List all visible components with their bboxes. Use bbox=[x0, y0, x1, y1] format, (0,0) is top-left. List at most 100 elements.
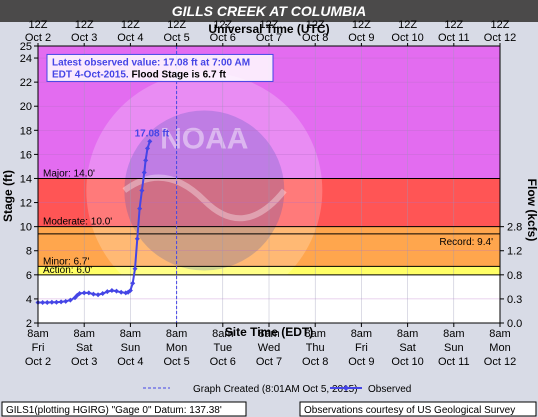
x-tick-weekday-6: Thu bbox=[306, 342, 325, 354]
series-point-0-17 bbox=[109, 287, 115, 293]
x-tick-date-3: Oct 5 bbox=[163, 356, 189, 368]
top-tick-date-5: Oct 7 bbox=[256, 32, 282, 44]
series-point-0-4 bbox=[53, 299, 59, 305]
x-tick-time-4: 8am bbox=[212, 328, 233, 340]
threshold-label-0: Action: 6.0' bbox=[43, 265, 92, 276]
footer-right-box bbox=[299, 401, 537, 417]
y-tick-label-8: 18 bbox=[20, 125, 32, 137]
top-tick-date-8: Oct 10 bbox=[391, 32, 423, 44]
noaa-watermark-text: NOAA bbox=[160, 123, 248, 156]
series-point-0-10 bbox=[77, 290, 83, 296]
info-box-line1: Latest observed value: 17.08 ft at 7:00 … bbox=[52, 57, 250, 68]
x-tick-time-3: 8am bbox=[166, 328, 187, 340]
series-point-0-3 bbox=[49, 299, 55, 305]
right-tick-label-2: 0.8 bbox=[507, 270, 522, 282]
noaa-watermark-outer bbox=[86, 72, 323, 309]
top-tick-date-0: Oct 2 bbox=[25, 32, 51, 44]
top-tick-date-4: Oct 6 bbox=[210, 32, 236, 44]
y-axis-label: Stage (ft) bbox=[1, 170, 15, 222]
x-tick-time-7: 8am bbox=[351, 328, 372, 340]
x-tick-date-10: Oct 12 bbox=[484, 356, 516, 368]
y-tick-label-2: 6 bbox=[26, 270, 32, 282]
x-tick-weekday-0: Fri bbox=[32, 342, 45, 354]
threshold-label-2: Moderate: 10.0' bbox=[43, 217, 112, 228]
x-tick-date-9: Oct 11 bbox=[438, 356, 470, 368]
series-point-0-7 bbox=[67, 297, 73, 303]
top-tick-zulu-4: 12Z bbox=[213, 19, 232, 31]
x-tick-date-8: Oct 10 bbox=[391, 356, 423, 368]
series-point-0-6 bbox=[63, 298, 69, 304]
top-tick-zulu-1: 12Z bbox=[75, 19, 94, 31]
top-tick-zulu-0: 12Z bbox=[29, 19, 48, 31]
series-point-0-16 bbox=[104, 289, 110, 295]
x-tick-time-9: 8am bbox=[443, 328, 464, 340]
series-point-0-11 bbox=[81, 290, 87, 296]
threshold-label-1: Minor: 6.7' bbox=[43, 256, 89, 267]
series-point-0-23 bbox=[130, 280, 136, 286]
x-tick-date-6: Oct 8 bbox=[302, 356, 328, 368]
y-tick-label-4: 10 bbox=[20, 222, 32, 234]
x-tick-weekday-10: Mon bbox=[489, 342, 510, 354]
observed-legend-label: Observed bbox=[368, 384, 411, 395]
y-tick-label-11: 24 bbox=[20, 53, 32, 65]
threshold-label-3: Major: 14.0' bbox=[43, 168, 95, 179]
noaa-watermark-inner bbox=[124, 110, 285, 271]
right-tick-label-3: 1.2 bbox=[507, 246, 522, 258]
top-tick-date-6: Oct 8 bbox=[302, 32, 328, 44]
info-box bbox=[46, 53, 274, 82]
info-box-line2: EDT 4-Oct-2015. Flood Stage is 6.7 ft bbox=[52, 69, 227, 80]
x-tick-weekday-3: Mon bbox=[166, 342, 187, 354]
top-tick-zulu-6: 12Z bbox=[306, 19, 325, 31]
series-point-0-24 bbox=[132, 266, 138, 272]
series-point-0-15 bbox=[100, 290, 106, 296]
series-point-0-1 bbox=[40, 300, 46, 306]
top-tick-date-1: Oct 3 bbox=[71, 32, 97, 44]
graph-created-legend-label: Graph Created (8:01AM Oct 5, 2015) bbox=[193, 384, 358, 395]
x-tick-time-6: 8am bbox=[304, 328, 325, 340]
legend: Graph Created (8:01AM Oct 5, 2015) Obser… bbox=[143, 384, 411, 395]
x-tick-weekday-8: Sat bbox=[399, 342, 416, 354]
series-point-0-12 bbox=[86, 290, 92, 296]
right-tick-label-0: 0.0 bbox=[507, 318, 522, 330]
top-tick-zulu-3: 12Z bbox=[167, 19, 186, 31]
y-tick-label-12: 25 bbox=[20, 41, 32, 53]
x-tick-date-7: Oct 9 bbox=[348, 356, 374, 368]
top-tick-zulu-7: 12Z bbox=[352, 19, 371, 31]
series-point-0-22 bbox=[127, 287, 133, 293]
info-box-date: EDT 4-Oct-2015. bbox=[52, 69, 131, 80]
y-axis-right-label: Flow (kcfs) bbox=[525, 179, 538, 242]
series-point-0-28 bbox=[141, 169, 147, 175]
x-tick-weekday-1: Sat bbox=[76, 342, 93, 354]
top-tick-zulu-5: 12Z bbox=[260, 19, 279, 31]
x-tick-time-0: 8am bbox=[27, 328, 48, 340]
x-tick-time-8: 8am bbox=[397, 328, 418, 340]
observed-legend-marker bbox=[343, 385, 349, 391]
x-tick-weekday-5: Wed bbox=[258, 342, 280, 354]
y-tick-label-10: 22 bbox=[20, 77, 32, 89]
series-point-0-18 bbox=[114, 288, 120, 294]
y-tick-label-3: 8 bbox=[26, 246, 32, 258]
series-point-0-25 bbox=[134, 236, 140, 242]
top-axis-title: Universal Time (UTC) bbox=[208, 22, 329, 36]
x-tick-weekday-9: Sun bbox=[444, 342, 464, 354]
top-tick-date-9: Oct 11 bbox=[438, 32, 470, 44]
x-tick-date-0: Oct 2 bbox=[25, 356, 51, 368]
x-tick-time-5: 8am bbox=[258, 328, 279, 340]
series-point-0-19 bbox=[118, 289, 124, 295]
top-tick-zulu-10: 12Z bbox=[491, 19, 510, 31]
x-tick-date-1: Oct 3 bbox=[71, 356, 97, 368]
footer-left-text: GILS1(plotting HGIRG) "Gage 0" Datum: 13… bbox=[6, 405, 222, 416]
series-point-0-31 bbox=[147, 138, 153, 144]
top-tick-zulu-8: 12Z bbox=[398, 19, 417, 31]
x-tick-weekday-7: Fri bbox=[355, 342, 368, 354]
x-tick-weekday-2: Sun bbox=[121, 342, 141, 354]
x-tick-date-4: Oct 6 bbox=[210, 356, 236, 368]
x-tick-weekday-4: Tue bbox=[214, 342, 233, 354]
right-tick-label-4: 2.8 bbox=[507, 222, 522, 234]
series-point-0-13 bbox=[90, 291, 96, 297]
series-point-0-29 bbox=[143, 157, 149, 163]
x-tick-date-2: Oct 4 bbox=[117, 356, 143, 368]
threshold-label-4: Record: 9.4' bbox=[439, 237, 493, 248]
